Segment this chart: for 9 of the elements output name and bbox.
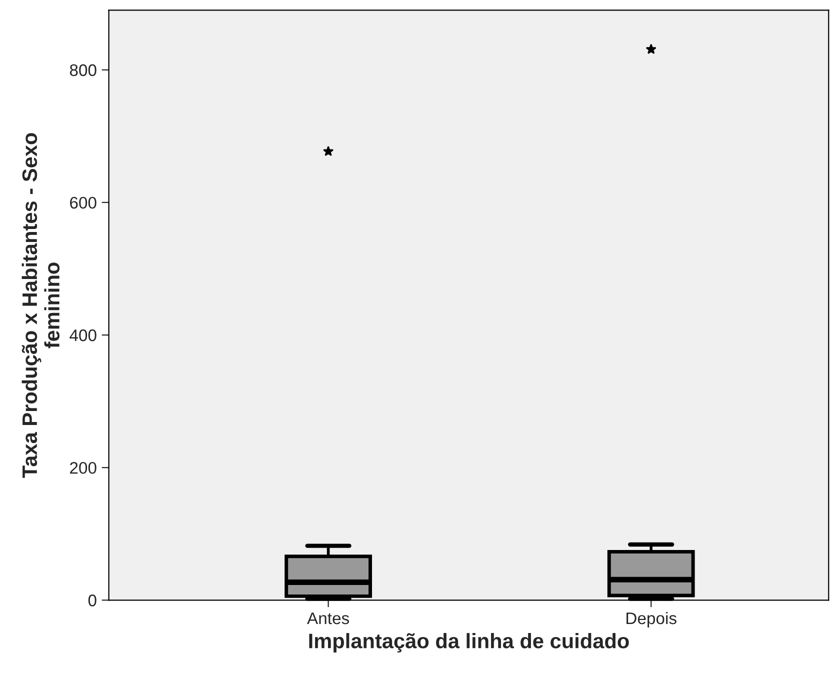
y-tick-label: 800 <box>70 64 96 76</box>
y-tick-label: 400 <box>70 329 96 342</box>
y-tick-label: 200 <box>70 462 96 474</box>
x-tick-label: Depois <box>626 612 676 628</box>
y-tick-label: 0 <box>88 594 96 606</box>
y-axis-title: Taxa Produção x Habitantes - Sexo feminino <box>22 133 60 478</box>
x-axis-title: Implantação da linha de cuidado <box>309 633 629 652</box>
y-tick-label: 600 <box>70 196 96 209</box>
x-tick-label: Antes <box>307 612 350 624</box>
